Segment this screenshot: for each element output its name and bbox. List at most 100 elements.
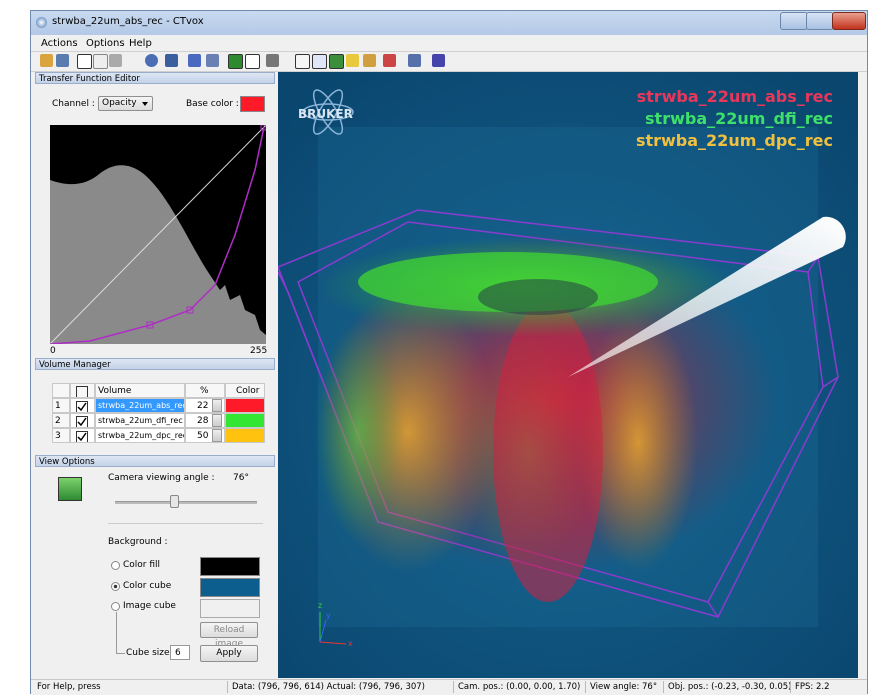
diagonal-line bbox=[50, 125, 266, 344]
checkbox[interactable] bbox=[76, 431, 88, 442]
status-field: For Help, press bbox=[37, 682, 101, 692]
table-header bbox=[70, 383, 95, 398]
status-field: Obj. pos.: (-0.23, -0.30, 0.05) bbox=[668, 682, 792, 692]
transfer-function-plot bbox=[50, 125, 266, 344]
axis-max-label: 255 bbox=[250, 346, 268, 356]
row-number: 1 bbox=[52, 398, 70, 413]
legend-entry: strwba_22um_dfi_rec bbox=[645, 109, 833, 128]
slider-track bbox=[115, 501, 257, 504]
background-label: Background : bbox=[108, 537, 168, 547]
status-field: FPS: 2.2 bbox=[795, 682, 830, 692]
close-button[interactable] bbox=[832, 12, 866, 30]
toolbar-button[interactable] bbox=[329, 54, 344, 69]
row-checkbox-cell bbox=[70, 428, 95, 443]
status-divider bbox=[227, 681, 228, 693]
slider-thumb[interactable] bbox=[170, 495, 179, 508]
separator bbox=[108, 523, 263, 524]
cube-size-input[interactable]: 6 bbox=[170, 645, 190, 660]
axis-label: y bbox=[326, 611, 331, 620]
panel-header: Transfer Function Editor bbox=[35, 72, 275, 84]
radio-button[interactable] bbox=[111, 582, 120, 591]
toolbar-button[interactable] bbox=[408, 54, 421, 67]
opacity-curve bbox=[50, 126, 265, 344]
window-title: strwba_22um_abs_rec - CTvox bbox=[52, 16, 204, 27]
menu-item[interactable]: Actions bbox=[41, 38, 78, 49]
radio-label: Color cube bbox=[123, 581, 172, 591]
minimize-button[interactable] bbox=[780, 12, 808, 30]
radio-button[interactable] bbox=[111, 561, 120, 570]
curve-point[interactable] bbox=[146, 321, 154, 329]
legend-entry: strwba_22um_abs_rec bbox=[637, 87, 833, 106]
row-checkbox-cell bbox=[70, 398, 95, 413]
table-header: Volume bbox=[95, 383, 185, 398]
axis-label: z bbox=[318, 601, 322, 610]
status-divider bbox=[790, 681, 791, 693]
status-field: Cam. pos.: (0.00, 0.00, 1.70) bbox=[458, 682, 581, 692]
toolbar-button[interactable] bbox=[295, 54, 310, 69]
toolbar-button[interactable] bbox=[228, 54, 243, 69]
curve-point[interactable] bbox=[186, 306, 194, 314]
radio-button[interactable] bbox=[111, 602, 120, 611]
maximize-button[interactable] bbox=[806, 12, 834, 30]
volume-name[interactable]: strwba_22um_dpc_rec bbox=[95, 428, 185, 443]
toolbar-button[interactable] bbox=[312, 54, 327, 69]
row-number: 2 bbox=[52, 413, 70, 428]
color-cube-swatch[interactable] bbox=[200, 578, 260, 597]
volume-name[interactable]: strwba_22um_abs_rec bbox=[95, 398, 185, 413]
histogram bbox=[50, 165, 266, 344]
header-checkbox[interactable] bbox=[76, 386, 88, 397]
bruker-logo-icon bbox=[302, 89, 354, 135]
spin-button[interactable] bbox=[212, 429, 222, 442]
toolbar-button[interactable] bbox=[40, 54, 53, 67]
volume-name[interactable]: strwba_22um_dfi_rec bbox=[95, 413, 185, 428]
camera-label: Camera viewing angle : bbox=[108, 473, 215, 483]
row-checkbox-cell bbox=[70, 413, 95, 428]
channel-dropdown[interactable]: Opacity bbox=[98, 96, 153, 111]
apply-button[interactable]: Apply bbox=[200, 645, 258, 662]
menu-item[interactable]: Help bbox=[129, 38, 152, 49]
curve-point[interactable] bbox=[260, 125, 266, 131]
toolbar-button[interactable] bbox=[145, 54, 158, 67]
checkmark bbox=[77, 402, 87, 412]
reload-button[interactable]: Reload image bbox=[200, 622, 258, 649]
toolbar-button[interactable] bbox=[188, 54, 201, 67]
checkbox[interactable] bbox=[76, 401, 88, 412]
table-header: Color bbox=[225, 383, 265, 398]
panel-header: Volume Manager bbox=[35, 358, 275, 370]
toolbar-button[interactable] bbox=[363, 54, 376, 67]
volume-color[interactable] bbox=[225, 413, 265, 428]
status-field: View angle: 76° bbox=[590, 682, 658, 692]
toolbar-button[interactable] bbox=[109, 54, 122, 67]
pointer-cone bbox=[568, 216, 846, 377]
channel-label: Channel : bbox=[52, 99, 95, 109]
volume-color[interactable] bbox=[225, 428, 265, 443]
toolbar-button[interactable] bbox=[266, 54, 279, 67]
axis-gizmo: z y x bbox=[318, 601, 353, 648]
checkbox[interactable] bbox=[76, 416, 88, 427]
status-field: Data: (796, 796, 614) Actual: (796, 796,… bbox=[232, 682, 425, 692]
toolbar-button[interactable] bbox=[77, 54, 92, 69]
color-fill-swatch[interactable] bbox=[200, 557, 260, 576]
spin-button[interactable] bbox=[212, 399, 222, 412]
bruker-logo: BRUKER bbox=[298, 107, 353, 121]
base-color-swatch[interactable] bbox=[240, 96, 265, 112]
volume-color[interactable] bbox=[225, 398, 265, 413]
toolbar-button[interactable] bbox=[93, 54, 108, 69]
tree-line bbox=[116, 612, 125, 654]
checkmark bbox=[77, 432, 87, 442]
base-color-label: Base color : bbox=[186, 99, 239, 109]
toolbar-button[interactable] bbox=[245, 54, 260, 69]
spin-button[interactable] bbox=[212, 414, 222, 427]
toolbar-button[interactable] bbox=[346, 54, 359, 67]
toolbar-button[interactable] bbox=[206, 54, 219, 67]
camera-value: 76° bbox=[233, 473, 249, 483]
panel-header: View Options bbox=[35, 455, 275, 467]
toolbar-button[interactable] bbox=[383, 54, 396, 67]
cube-size-label: Cube size bbox=[126, 648, 170, 658]
axis-min-label: 0 bbox=[50, 346, 56, 356]
menu-item[interactable]: Options bbox=[86, 38, 125, 49]
toolbar-button[interactable] bbox=[56, 54, 69, 67]
dropdown-arrow bbox=[142, 102, 148, 109]
toolbar-button[interactable] bbox=[432, 54, 445, 67]
toolbar-button[interactable] bbox=[165, 54, 178, 67]
